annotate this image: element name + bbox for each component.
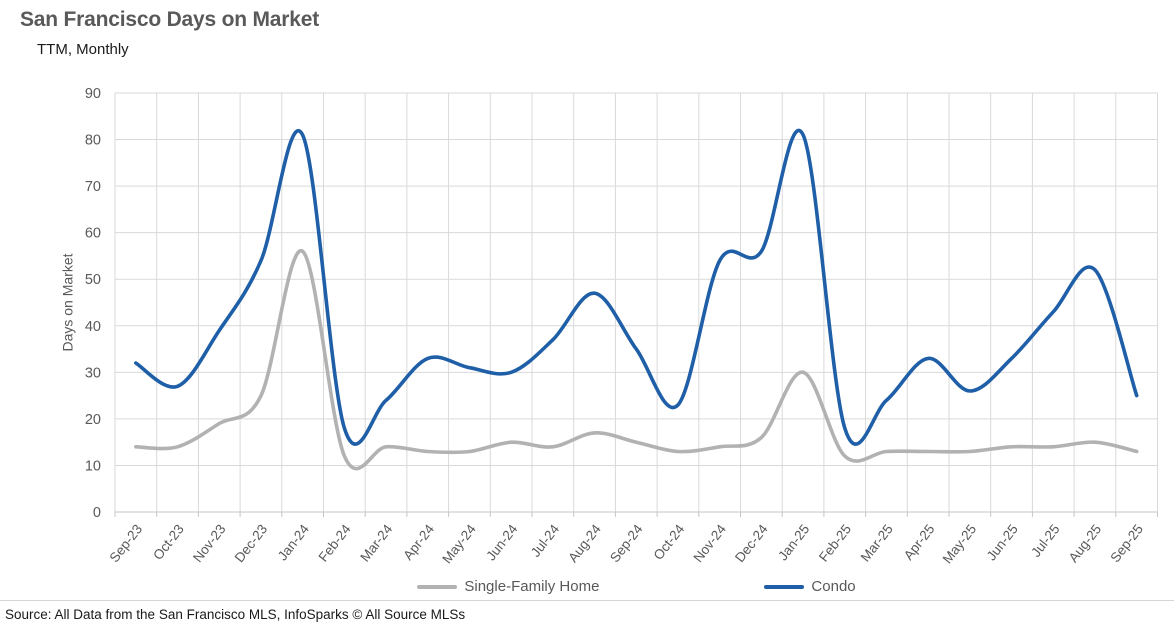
svg-text:May-24: May-24 (439, 521, 479, 566)
series-line-single-family-home (134, 249, 1139, 471)
svg-text:30: 30 (85, 365, 101, 381)
gridlines (114, 92, 1158, 517)
svg-text:Sep-25: Sep-25 (1107, 522, 1146, 566)
x-axis-tick-labels: Sep-23 Oct-23 Nov-23 Dec-23 Jan-24 Feb-24 Mar-… (107, 521, 1146, 566)
svg-text:50: 50 (85, 272, 101, 288)
chart-legend: Single-Family Home Condo (115, 578, 1158, 595)
svg-text:Feb-25: Feb-25 (816, 522, 854, 565)
svg-text:60: 60 (85, 226, 101, 242)
svg-text:Mar-24: Mar-24 (357, 521, 395, 564)
svg-text:70: 70 (85, 179, 101, 195)
svg-text:Aug-24: Aug-24 (565, 521, 604, 565)
svg-text:Nov-23: Nov-23 (190, 522, 229, 566)
single-family-home-line-swatch-icon (417, 584, 458, 589)
svg-text:Sep-23: Sep-23 (107, 522, 146, 566)
svg-text:Oct-24: Oct-24 (651, 521, 688, 563)
svg-text:Aug-25: Aug-25 (1066, 522, 1105, 566)
svg-text:Nov-24: Nov-24 (690, 521, 729, 565)
legend-label-condo: Condo (811, 578, 856, 595)
chart-subtitle: TTM, Monthly (37, 41, 129, 58)
svg-text:Jun-24: Jun-24 (483, 521, 521, 563)
svg-text:Jul-25: Jul-25 (1028, 522, 1062, 560)
svg-text:Apr-24: Apr-24 (400, 521, 437, 563)
svg-text:40: 40 (85, 319, 101, 335)
svg-text:Dec-23: Dec-23 (232, 522, 271, 566)
source-note: Source: All Data from the San Francisco … (5, 607, 466, 622)
footer-divider (0, 600, 1174, 601)
series-line-condo (134, 129, 1139, 446)
y-axis-tick-labels: 0 10 20 30 40 50 60 70 80 90 (85, 86, 101, 521)
svg-text:80: 80 (85, 133, 101, 149)
svg-text:Jan-25: Jan-25 (775, 522, 812, 564)
svg-text:Jan-24: Jan-24 (275, 521, 313, 563)
svg-text:Jul-24: Jul-24 (528, 521, 563, 560)
svg-text:Apr-25: Apr-25 (901, 522, 938, 563)
svg-text:Dec-24: Dec-24 (732, 521, 771, 565)
svg-text:Oct-23: Oct-23 (150, 522, 187, 563)
legend-item-single-family-home: Single-Family Home (417, 578, 599, 595)
svg-text:10: 10 (85, 458, 101, 474)
svg-text:20: 20 (85, 412, 101, 428)
svg-text:Mar-25: Mar-25 (858, 522, 896, 565)
legend-label-single-family-home: Single-Family Home (464, 578, 600, 595)
svg-text:90: 90 (85, 86, 101, 102)
page-title: San Francisco Days on Market (20, 8, 320, 31)
condo-line-swatch-icon (764, 584, 805, 589)
svg-text:Sep-24: Sep-24 (607, 521, 646, 565)
svg-text:Jun-25: Jun-25 (984, 522, 1021, 564)
svg-text:May-25: May-25 (940, 522, 980, 567)
legend-item-condo: Condo (764, 578, 856, 595)
svg-text:Feb-24: Feb-24 (316, 521, 354, 564)
svg-text:0: 0 (93, 505, 101, 521)
